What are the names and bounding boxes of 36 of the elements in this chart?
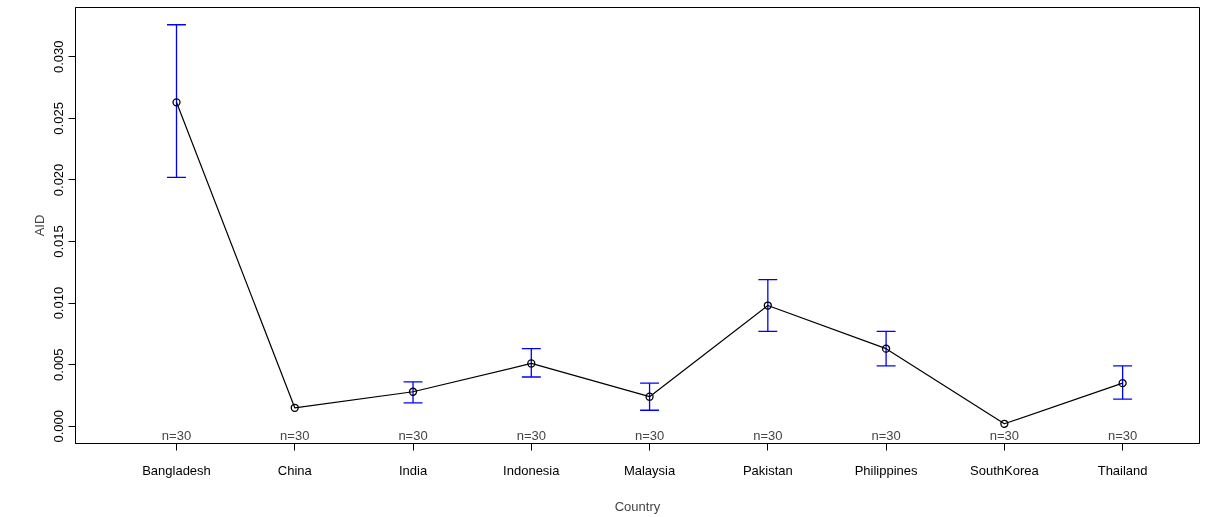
point	[1118, 379, 1127, 388]
point	[408, 387, 418, 396]
annotation: n=30	[1107, 427, 1138, 443]
point	[290, 403, 299, 412]
point	[1000, 419, 1009, 428]
annotation: n=30	[871, 427, 901, 443]
y-tick-label: 0.025	[51, 102, 67, 135]
y-tick-label: 0.000	[51, 409, 67, 443]
y-tick-label: 0.030	[51, 40, 67, 74]
x-tick-label: Indonesia	[503, 462, 561, 478]
point	[527, 359, 536, 368]
x-tick-label: Thailand	[1097, 462, 1148, 478]
x-tick-label: India	[398, 462, 428, 478]
point	[763, 301, 772, 310]
y-axis-title: AID	[31, 214, 47, 237]
annotation: n=30	[280, 427, 310, 443]
point	[172, 98, 181, 107]
x-tick-label: China	[277, 462, 313, 478]
point	[881, 344, 891, 353]
annotation: n=30	[634, 427, 665, 443]
y-tick-label: 0.005	[51, 348, 67, 381]
x-axis-title: Country	[614, 498, 661, 514]
x-tick-label: Malaysia	[623, 462, 676, 478]
annotation: n=30	[516, 427, 546, 443]
annotation: n=30	[398, 427, 428, 443]
point	[645, 392, 654, 401]
annotation: n=30	[753, 427, 783, 443]
annotation: n=30	[161, 427, 192, 443]
x-tick-label: Pakistan	[742, 462, 793, 478]
x-tick-label: Bangladesh	[142, 462, 211, 478]
annotation: n=30	[989, 427, 1020, 443]
x-tick-label: Philippines	[854, 462, 919, 478]
y-tick-label: 0.015	[51, 225, 67, 258]
y-tick-label: 0.010	[51, 286, 67, 320]
y-tick-label: 0.020	[51, 163, 67, 197]
x-tick-label: SouthKorea	[970, 462, 1040, 478]
